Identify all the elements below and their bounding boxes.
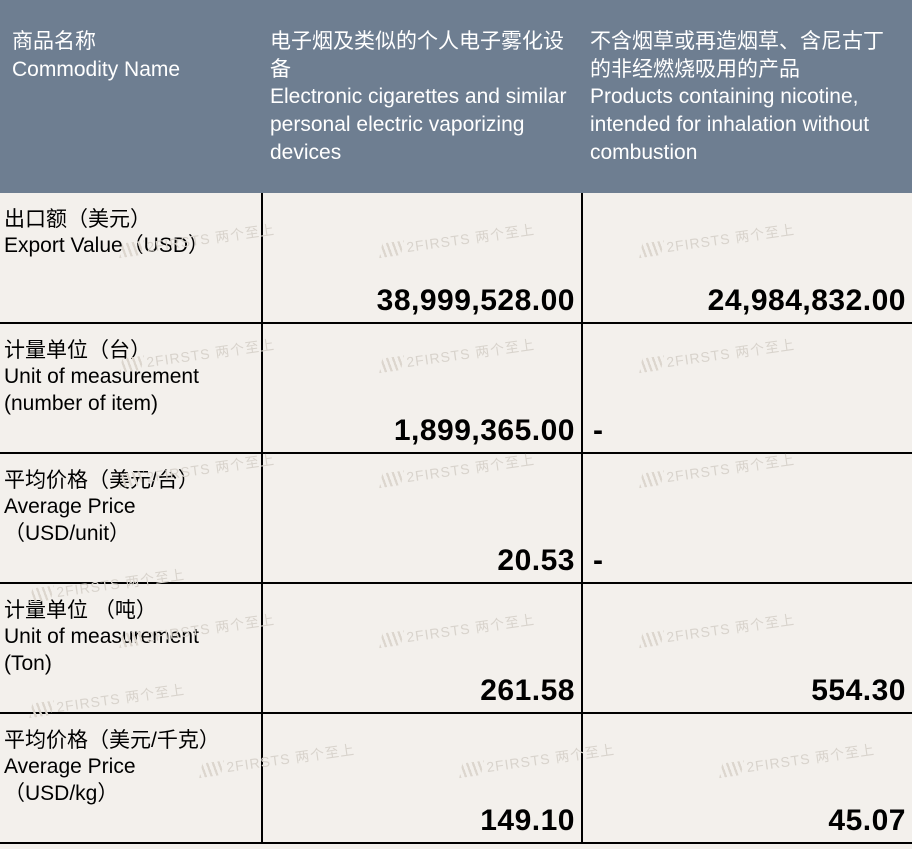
value-cell: - (582, 453, 912, 583)
header-label: 商品名称 Commodity Name (12, 30, 180, 81)
value-cell: 45.07 (582, 713, 912, 843)
row-label: 平均价格（美元/千克） Average Price （USD/kg） (4, 728, 253, 809)
table-row: 出口额（美元） Export Value（USD） 38,999,528.00 … (0, 193, 912, 323)
export-data-table: 商品名称 Commodity Name 电子烟及类似的个人电子雾化设备 Elec… (0, 0, 912, 844)
cell-value: - (593, 544, 603, 578)
row-label: 平均价格（美元/台） Average Price （USD/unit） (4, 468, 253, 549)
header-label: 不含烟草或再造烟草、含尼古丁的非经燃烧吸用的产品 Products contai… (590, 30, 884, 164)
value-cell: 38,999,528.00 (262, 193, 582, 323)
row-label-cell: 计量单位（台） Unit of measurement (number of i… (0, 323, 262, 453)
value-cell: - (582, 323, 912, 453)
header-ecig: 电子烟及类似的个人电子雾化设备 Electronic cigarettes an… (262, 0, 582, 193)
cell-value: - (593, 414, 603, 448)
header-commodity-name: 商品名称 Commodity Name (0, 0, 262, 193)
row-label: 出口额（美元） Export Value（USD） (4, 207, 253, 261)
row-label-cell: 计量单位 （吨） Unit of measurement (Ton) (0, 583, 262, 713)
row-label: 计量单位（台） Unit of measurement (number of i… (4, 338, 253, 419)
cell-value: 1,899,365.00 (273, 414, 575, 448)
cell-value: 149.10 (273, 804, 575, 838)
row-label-cell: 出口额（美元） Export Value（USD） (0, 193, 262, 323)
cell-value: 45.07 (593, 804, 906, 838)
cell-value: 20.53 (273, 544, 575, 578)
table-header-row: 商品名称 Commodity Name 电子烟及类似的个人电子雾化设备 Elec… (0, 0, 912, 193)
value-cell: 20.53 (262, 453, 582, 583)
cell-value: 261.58 (273, 674, 575, 708)
header-label: 电子烟及类似的个人电子雾化设备 Electronic cigarettes an… (270, 30, 566, 164)
value-cell: 261.58 (262, 583, 582, 713)
value-cell: 24,984,832.00 (582, 193, 912, 323)
header-nicotine: 不含烟草或再造烟草、含尼古丁的非经燃烧吸用的产品 Products contai… (582, 0, 912, 193)
table-row: 平均价格（美元/千克） Average Price （USD/kg） 149.1… (0, 713, 912, 843)
table-row: 平均价格（美元/台） Average Price （USD/unit） 20.5… (0, 453, 912, 583)
row-label: 计量单位 （吨） Unit of measurement (Ton) (4, 598, 253, 679)
value-cell: 149.10 (262, 713, 582, 843)
cell-value: 24,984,832.00 (593, 284, 906, 318)
value-cell: 1,899,365.00 (262, 323, 582, 453)
table-row: 计量单位 （吨） Unit of measurement (Ton) 261.5… (0, 583, 912, 713)
value-cell: 554.30 (582, 583, 912, 713)
table-row: 计量单位（台） Unit of measurement (number of i… (0, 323, 912, 453)
cell-value: 554.30 (593, 674, 906, 708)
cell-value: 38,999,528.00 (273, 284, 575, 318)
row-label-cell: 平均价格（美元/千克） Average Price （USD/kg） (0, 713, 262, 843)
row-label-cell: 平均价格（美元/台） Average Price （USD/unit） (0, 453, 262, 583)
